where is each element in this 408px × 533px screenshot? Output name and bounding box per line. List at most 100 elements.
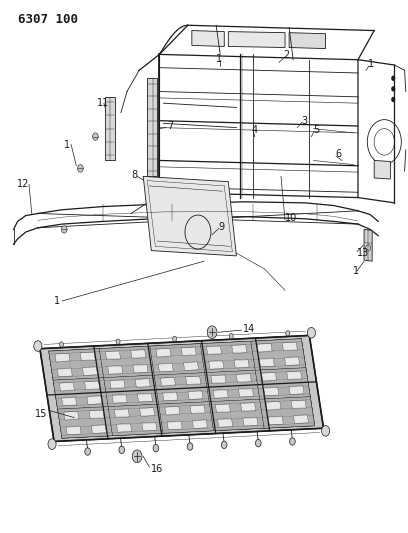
Polygon shape [66,426,81,434]
Polygon shape [282,342,297,351]
Polygon shape [232,345,247,353]
Polygon shape [284,357,299,366]
Polygon shape [105,97,115,160]
Text: 1: 1 [54,296,60,306]
Circle shape [61,225,67,233]
Polygon shape [238,388,253,397]
Polygon shape [49,349,104,380]
Polygon shape [108,366,123,374]
Polygon shape [147,78,157,176]
Circle shape [187,443,193,450]
Polygon shape [217,418,233,427]
Circle shape [48,439,56,449]
Text: 3: 3 [301,116,307,126]
Text: 9: 9 [218,222,224,232]
Circle shape [307,327,315,338]
Polygon shape [291,400,306,409]
Polygon shape [374,160,390,179]
Polygon shape [64,411,79,420]
Polygon shape [268,416,283,425]
Polygon shape [142,422,157,431]
Polygon shape [228,31,285,47]
Text: 1: 1 [64,140,70,150]
Circle shape [34,341,42,351]
Polygon shape [87,395,102,405]
Polygon shape [262,373,277,381]
Polygon shape [154,373,209,404]
Polygon shape [40,335,324,441]
Polygon shape [264,387,279,395]
Circle shape [60,342,64,347]
Text: 2: 2 [283,51,289,60]
Polygon shape [190,405,205,414]
Polygon shape [165,407,180,415]
Circle shape [207,326,217,338]
Polygon shape [243,417,258,426]
Text: 15: 15 [35,409,47,419]
Polygon shape [135,379,150,387]
Circle shape [391,86,395,92]
Circle shape [221,441,227,449]
Polygon shape [114,409,129,418]
Text: 1: 1 [368,59,374,69]
Polygon shape [156,349,171,357]
Polygon shape [99,346,154,378]
Polygon shape [137,393,153,402]
Polygon shape [60,383,75,391]
Circle shape [290,438,295,445]
Polygon shape [209,399,264,431]
Circle shape [229,334,233,339]
Polygon shape [209,360,224,369]
Polygon shape [112,394,127,403]
Polygon shape [266,401,281,410]
Polygon shape [234,359,249,368]
Text: 4: 4 [252,125,258,135]
Polygon shape [205,370,260,402]
Polygon shape [257,344,272,352]
Polygon shape [108,404,163,435]
Circle shape [322,425,330,436]
Polygon shape [133,364,148,373]
Circle shape [119,446,124,454]
Polygon shape [105,351,121,360]
Circle shape [116,339,120,344]
Polygon shape [259,358,274,367]
Circle shape [153,445,159,452]
Polygon shape [181,348,196,356]
Circle shape [85,448,91,455]
Polygon shape [206,346,222,354]
Polygon shape [89,410,104,419]
Polygon shape [211,375,226,384]
Polygon shape [241,403,256,411]
Polygon shape [184,362,199,370]
Polygon shape [140,408,155,416]
Polygon shape [260,397,315,428]
Text: 11: 11 [97,98,109,108]
Polygon shape [192,420,207,429]
Polygon shape [91,425,106,433]
Text: 13: 13 [357,248,369,259]
Polygon shape [117,424,132,432]
Text: 12: 12 [17,179,29,189]
Polygon shape [82,367,98,375]
Text: 10: 10 [285,213,297,223]
Polygon shape [188,391,203,399]
Polygon shape [287,372,302,380]
Text: 1: 1 [216,54,222,63]
Circle shape [391,97,395,102]
Polygon shape [289,386,304,394]
Text: 7: 7 [167,121,173,131]
Circle shape [391,76,395,81]
Polygon shape [110,380,125,389]
Polygon shape [236,374,251,382]
Text: 8: 8 [131,171,137,180]
Polygon shape [80,352,95,361]
Polygon shape [167,421,182,430]
Polygon shape [255,368,310,399]
Text: 16: 16 [151,464,164,474]
Circle shape [286,330,290,336]
Polygon shape [293,415,308,423]
Polygon shape [55,353,70,362]
Polygon shape [192,30,224,46]
Polygon shape [160,377,175,386]
